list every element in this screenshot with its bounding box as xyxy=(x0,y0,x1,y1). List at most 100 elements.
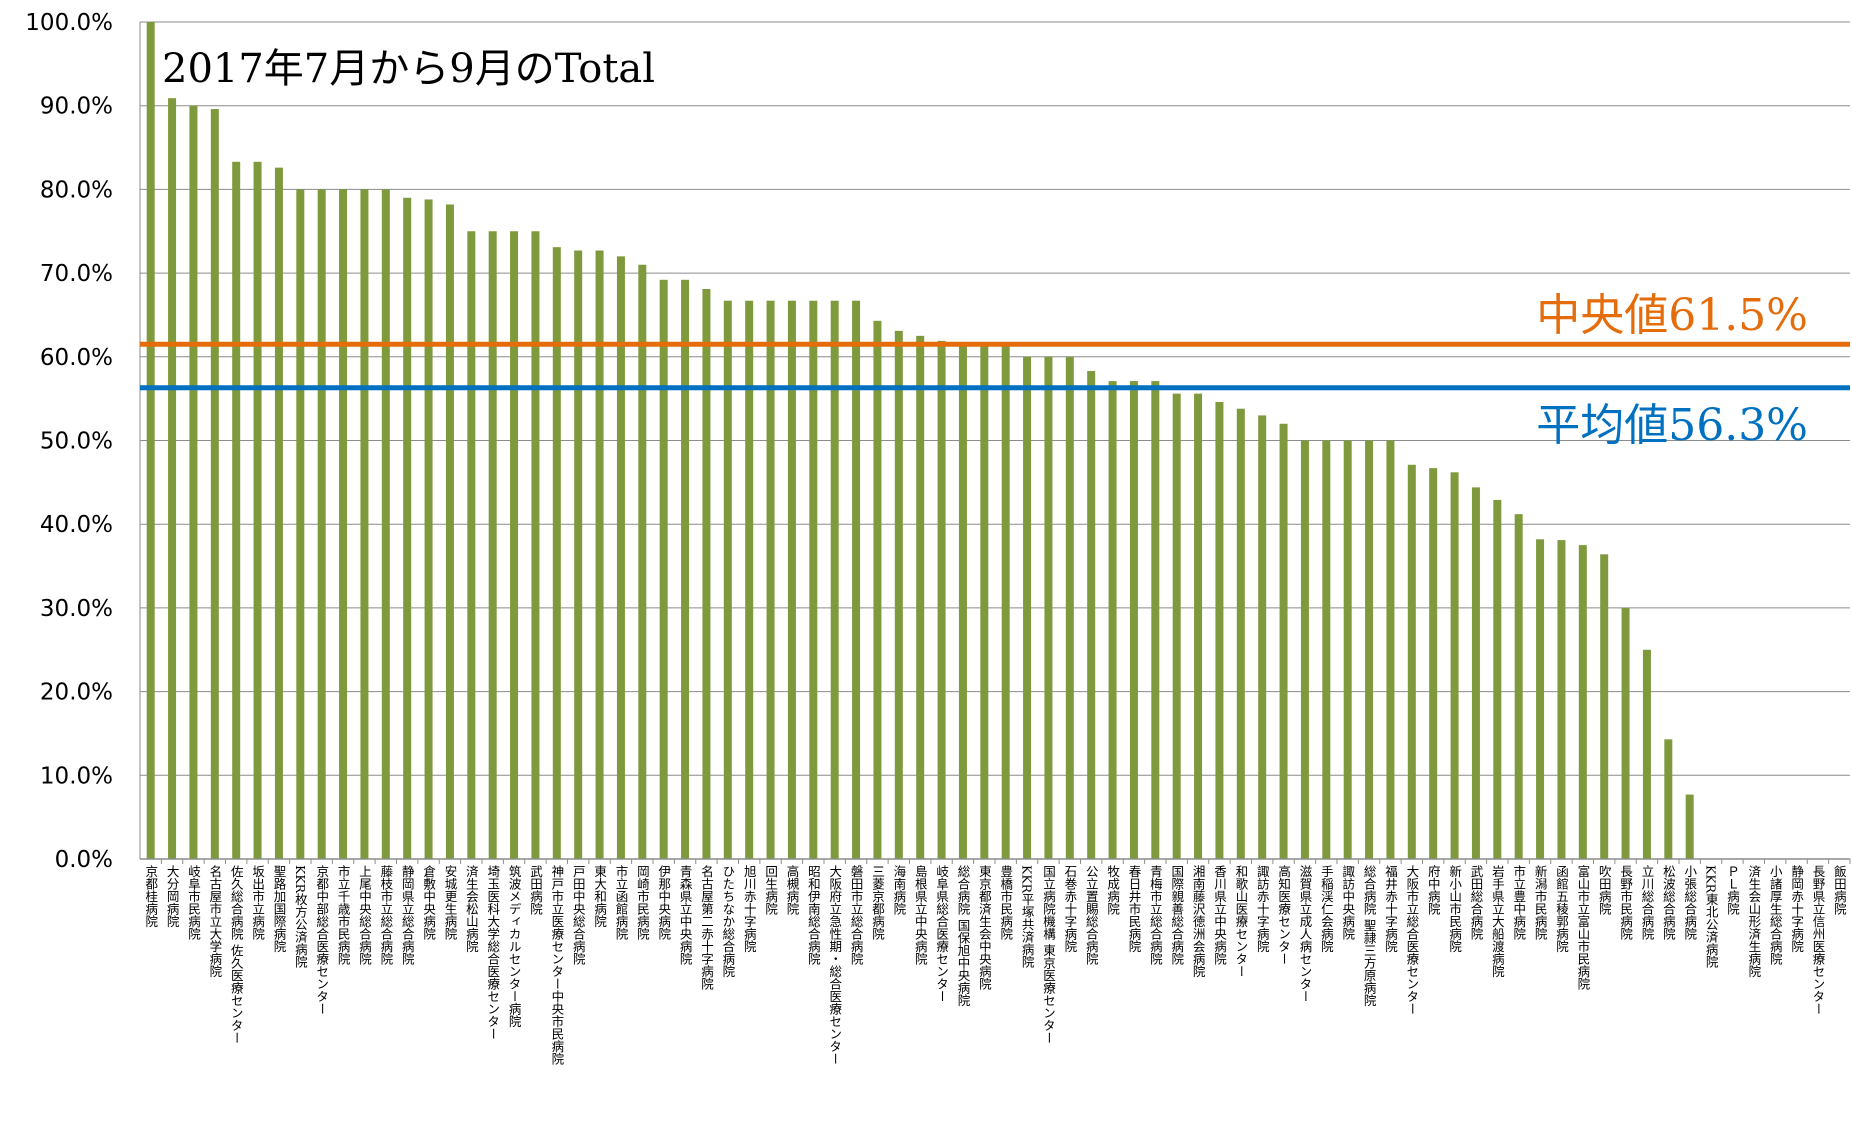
x-tick-label: 島根県立中央病院 xyxy=(913,864,928,965)
x-tick-label: 海南病院 xyxy=(891,864,906,915)
bar xyxy=(852,300,861,859)
y-tick-label: 10.0% xyxy=(40,763,113,789)
x-tick-label: 新小山市民病院 xyxy=(1447,864,1462,953)
bar xyxy=(1600,554,1609,859)
bar xyxy=(360,189,369,859)
bar xyxy=(1493,499,1502,859)
x-tick-label: 筑波メディカルセンター病院 xyxy=(507,864,522,1028)
reference-lines: 中央値61.5% 平均値56.3% xyxy=(140,290,1850,451)
bar xyxy=(1365,440,1374,859)
x-tick-label: 大阪市立総合医療センター xyxy=(1404,865,1419,1015)
x-tick-label: 国際親善総合病院 xyxy=(1169,865,1184,965)
bar xyxy=(1322,440,1331,859)
bar xyxy=(488,231,497,859)
bar xyxy=(381,189,390,859)
y-tick-label: 90.0% xyxy=(40,94,113,120)
bar xyxy=(510,231,519,859)
x-tick-label: 安城更生病院 xyxy=(442,864,457,940)
x-tick-label: 飯田病院 xyxy=(1832,864,1847,915)
bar xyxy=(809,300,818,859)
x-tick-label: 福井赤十字病院 xyxy=(1383,864,1398,953)
bar xyxy=(1087,371,1096,859)
bar xyxy=(1578,545,1587,859)
y-tick-label: 100.0% xyxy=(25,10,113,36)
bar xyxy=(1664,739,1673,859)
x-tick-label: 吹田病院 xyxy=(1597,865,1612,915)
x-tick-label: 埼玉医科大学総合医療センター xyxy=(485,865,500,1040)
bar xyxy=(638,264,647,860)
bar xyxy=(1194,393,1203,859)
bar xyxy=(189,105,198,859)
y-tick-label: 70.0% xyxy=(40,261,113,287)
bar xyxy=(1407,464,1416,859)
x-tick-label: 東京都済生会中央病院 xyxy=(977,865,992,990)
x-tick-label: 小諸厚生総合病院 xyxy=(1768,865,1783,965)
x-tick-label: 三菱京都病院 xyxy=(870,865,885,940)
y-tick-label: 40.0% xyxy=(40,512,113,538)
grid-lines xyxy=(140,21,1850,776)
x-tick-label: 昭和伊南総合病院 xyxy=(806,865,821,965)
x-tick-label: KKR平塚共済病院 xyxy=(1020,865,1035,968)
x-tick-label: 京都桂病院 xyxy=(143,865,158,928)
x-tick-label: 上尾中央総合病院 xyxy=(357,865,372,965)
x-tick-label: KKR枚方公済病院 xyxy=(293,865,308,968)
x-tick-label: 武田病院 xyxy=(528,865,543,915)
bar xyxy=(210,109,219,860)
bar xyxy=(403,197,412,859)
x-tick-label: KKR東北公済病院 xyxy=(1704,865,1719,968)
x-tick-label: 坂出市立病院 xyxy=(250,865,265,940)
bar xyxy=(1129,381,1138,859)
bar xyxy=(1172,393,1181,859)
bar xyxy=(339,189,348,859)
x-tick-label: 藤枝市立総合病院 xyxy=(378,865,393,965)
bar xyxy=(424,199,433,860)
bar xyxy=(1685,794,1694,859)
bar xyxy=(1471,487,1480,859)
bar xyxy=(1151,381,1160,859)
bar xyxy=(1044,356,1053,859)
bar xyxy=(766,300,775,859)
bar xyxy=(723,300,732,859)
x-tick-label: 新潟市民病院 xyxy=(1533,864,1548,940)
x-tick-label: 長野県立信州医療センター xyxy=(1810,865,1825,1015)
x-tick-label: 聖路加国際病院 xyxy=(271,865,286,953)
bar xyxy=(574,250,583,860)
x-tick-label: 済生会松山病院 xyxy=(464,864,479,953)
x-tick-label: 函館五稜郭病院 xyxy=(1554,865,1569,953)
x-tick-label: 府中病院 xyxy=(1426,864,1441,915)
x-tick-label: 東大和病院 xyxy=(592,865,607,928)
bar xyxy=(1450,472,1459,859)
bar xyxy=(253,161,262,860)
bar xyxy=(937,340,946,860)
bar xyxy=(232,161,241,860)
x-tick-label: 立川総合病院 xyxy=(1639,864,1654,940)
x-tick-label: 名古屋第二赤十字病院 xyxy=(699,864,714,990)
x-tick-label: 岐阜県総合医療センター xyxy=(934,865,949,1003)
bar xyxy=(873,320,882,860)
x-tick-label: 岩手県立大船渡病院 xyxy=(1490,864,1505,978)
x-tick-label: 国立病院機構 東京医療センター xyxy=(1041,865,1056,1044)
bar xyxy=(616,256,625,859)
bar xyxy=(916,335,925,859)
bar xyxy=(1215,401,1224,859)
x-axis: 京都桂病院 大分岡病院 岐阜市民病院 名古屋市立大学病院 佐久総合病院 佐久医療センター… xyxy=(140,858,1851,1065)
x-tick-label: 市立函館病院 xyxy=(613,864,628,940)
bar xyxy=(445,204,454,859)
x-tick-label: 大阪府立急性期・総合医療センター xyxy=(827,865,842,1065)
y-tick-label: 20.0% xyxy=(40,680,113,706)
bar xyxy=(1557,540,1566,859)
x-tick-label: 市立千歳市民病院 xyxy=(336,864,351,965)
x-tick-label: 香川県立中央病院 xyxy=(1212,865,1227,965)
bar xyxy=(681,279,690,859)
bar xyxy=(830,300,839,859)
bar xyxy=(1023,356,1032,859)
x-tick-label: 湘南藤沢徳洲会病院 xyxy=(1191,864,1206,978)
x-tick-label: ひたちなか総合病院 xyxy=(720,865,735,978)
bar xyxy=(659,279,668,859)
y-tick-label: 60.0% xyxy=(40,345,113,371)
x-tick-label: 回生病院 xyxy=(763,865,778,915)
y-tick-label: 30.0% xyxy=(40,596,113,622)
bar xyxy=(1429,468,1438,859)
x-tick-label: 手稲渓仁会病院 xyxy=(1319,865,1334,953)
